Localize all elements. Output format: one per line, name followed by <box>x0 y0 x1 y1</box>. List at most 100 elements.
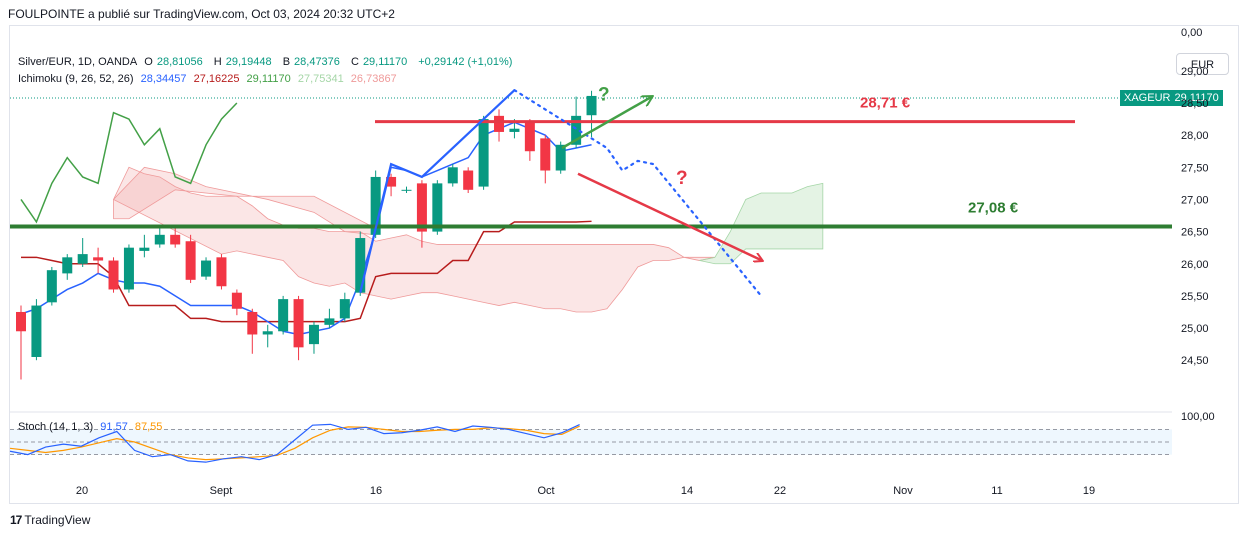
candle-body <box>46 270 57 303</box>
ichimoku-value-span-a: 27,75341 <box>297 73 344 85</box>
low-value: 28,47376 <box>294 56 340 68</box>
time-tick: Oct <box>537 485 554 497</box>
candle-body <box>355 238 366 293</box>
stoch-d-value: 87,55 <box>134 421 163 433</box>
high-label: H <box>213 56 222 68</box>
chart-frame <box>9 25 1239 504</box>
candle-body <box>339 299 350 319</box>
ichimoku-value-span-b: 26,73867 <box>350 73 397 85</box>
candle-body <box>262 331 273 335</box>
candle-body <box>494 115 505 132</box>
candle-body <box>139 247 150 251</box>
stoch-k-line <box>9 423 580 463</box>
ichimoku-legend: Ichimoku (9, 26, 52, 26) 28,34457 27,162… <box>18 73 401 85</box>
time-tick: 22 <box>774 485 786 497</box>
time-tick: 14 <box>681 485 693 497</box>
time-tick: 20 <box>76 485 88 497</box>
candle-body <box>216 257 227 287</box>
candle-body <box>432 183 443 232</box>
tradingview-logo-icon[interactable]: 17 <box>10 513 22 527</box>
cloud-bullish <box>699 182 824 265</box>
symbol-name[interactable]: Silver/EUR, 1D, OANDA <box>18 56 138 68</box>
open-value: 28,81056 <box>156 56 203 68</box>
candle-body <box>231 292 242 309</box>
stoch-label[interactable]: Stoch (14, 1, 3) <box>18 421 94 433</box>
ichimoku-value-tenkan: 28,34457 <box>140 73 187 85</box>
price-tag-value: 29,11170 <box>1174 92 1219 104</box>
footer-brand[interactable]: TradingView <box>24 513 91 527</box>
candle-body <box>201 260 212 277</box>
resistance-label: 28,71 € <box>860 95 911 112</box>
price-tick: 28,00 <box>1181 130 1209 142</box>
price-tick: 27,00 <box>1181 194 1209 206</box>
candle-body <box>123 247 134 290</box>
ichimoku-label[interactable]: Ichimoku (9, 26, 52, 26) <box>18 73 134 85</box>
price-tick: 29,00 <box>1181 66 1209 78</box>
candle-body <box>293 299 304 348</box>
price-tick: 27,50 <box>1181 162 1209 174</box>
price-tick: 25,00 <box>1181 323 1209 335</box>
change-value: +0,29142 (+1,01%) <box>418 56 513 68</box>
high-value: 29,19448 <box>225 56 272 68</box>
stochastic-pane <box>9 423 1172 463</box>
close-label: C <box>350 56 359 68</box>
candle-body <box>370 176 381 235</box>
support-label: 27,08 € <box>968 199 1019 216</box>
price-axis[interactable]: 0,00 29,00 28,50 28,00 27,50 27,00 26,50 26,00 2… <box>1181 27 1215 423</box>
ichimoku-value-chikou: 29,11170 <box>246 73 291 85</box>
candle-body <box>555 144 566 171</box>
candle-body <box>308 324 319 345</box>
grid <box>10 97 1172 413</box>
candle-body <box>185 241 196 280</box>
candle-body <box>154 234 165 245</box>
candle-body <box>509 128 520 132</box>
candle-body <box>571 115 582 145</box>
time-tick: 16 <box>370 485 382 497</box>
price-tick: 24,50 <box>1181 355 1209 367</box>
candle-body <box>416 183 427 232</box>
candle-body <box>108 260 119 290</box>
stoch-legend: Stoch (14, 1, 3) 91,57 87,55 <box>18 421 166 433</box>
open-label: O <box>144 56 153 68</box>
projection-path <box>359 89 516 293</box>
ichimoku-value-kijun: 27,16225 <box>193 73 240 85</box>
candle-body <box>447 167 458 184</box>
candle-body <box>278 299 289 332</box>
time-tick: Sept <box>210 485 233 497</box>
symbol-legend: Silver/EUR, 1D, OANDA O 28,81056 H 29,1944… <box>18 56 516 68</box>
time-tick: Nov <box>893 485 913 497</box>
stoch-d-line <box>9 425 580 461</box>
candle-body <box>540 138 551 171</box>
stoch-tick: 100,00 <box>1181 411 1215 423</box>
footer: 17 TradingView <box>10 513 90 527</box>
candle-body <box>93 257 104 261</box>
price-tick: 26,50 <box>1181 227 1209 239</box>
candle-body <box>31 305 42 357</box>
chikou-line <box>20 102 238 224</box>
candle-body <box>324 318 335 325</box>
candle-body <box>463 170 474 190</box>
close-value: 29,11170 <box>362 56 408 68</box>
candle-body <box>77 254 88 264</box>
bullish-arrow <box>561 97 652 150</box>
time-axis[interactable]: 20 Sept 16 Oct 14 22 Nov 11 19 <box>76 485 1095 497</box>
candle-body <box>401 189 412 191</box>
candle-body <box>524 122 535 152</box>
candle-body <box>386 176 397 187</box>
candle-body <box>247 311 258 335</box>
candle-body <box>62 257 73 274</box>
price-tick: 25,50 <box>1181 291 1209 303</box>
candle-body <box>16 311 26 332</box>
question-mark-down: ? <box>676 168 688 189</box>
time-tick: 11 <box>991 485 1002 497</box>
currency-button[interactable]: EUR <box>1176 53 1229 75</box>
time-tick: 19 <box>1083 485 1095 497</box>
publisher-header: FOULPOINTE a publié sur TradingView.com,… <box>8 7 395 21</box>
candle-body <box>170 234 181 245</box>
price-tick: 0,00 <box>1181 27 1202 39</box>
bearish-arrow <box>577 172 762 261</box>
candles <box>16 90 597 380</box>
projection-dotted <box>513 89 763 297</box>
candle-body <box>586 95 597 116</box>
